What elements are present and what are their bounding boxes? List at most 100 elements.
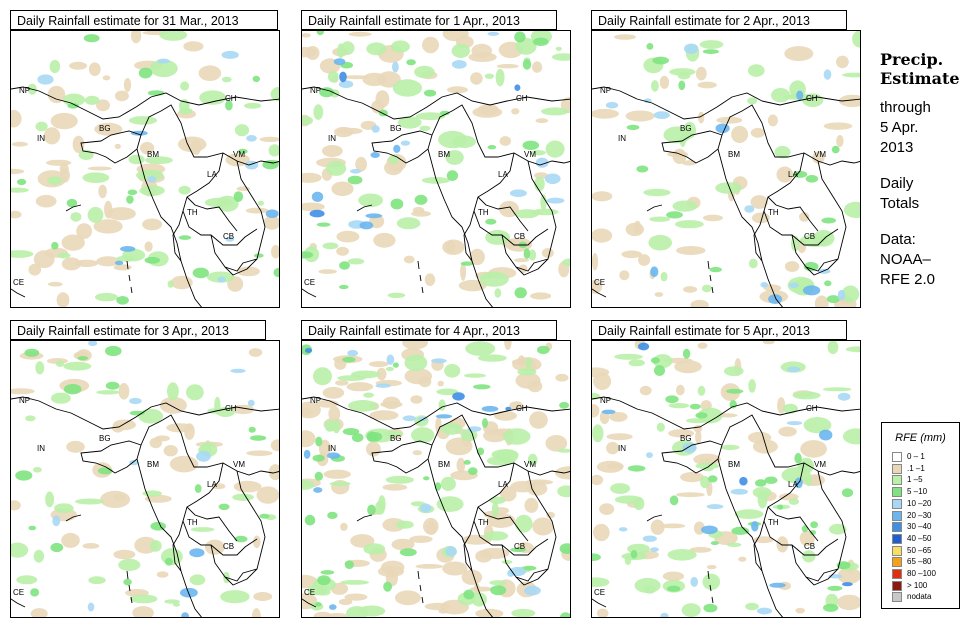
rain-patch	[338, 598, 353, 606]
rain-patch	[369, 410, 399, 421]
rain-patch	[709, 266, 722, 273]
rain-patch	[421, 177, 450, 184]
country-label: CH	[225, 94, 237, 103]
rain-patch	[698, 407, 723, 424]
rain-patch	[726, 388, 744, 394]
country-label: TH	[768, 208, 779, 217]
rain-patch	[799, 212, 810, 222]
rain-patch	[541, 107, 569, 116]
rain-patch	[322, 242, 339, 250]
rain-patch	[784, 261, 800, 272]
rain-patch	[803, 417, 832, 434]
rain-patch	[366, 42, 387, 56]
rain-patch	[660, 271, 668, 282]
legend-swatch	[892, 498, 902, 509]
country-border	[501, 544, 549, 582]
rain-patch	[367, 504, 376, 516]
rain-patch	[337, 375, 366, 381]
rain-patch	[648, 234, 672, 251]
rain-patch	[675, 492, 705, 498]
rain-patch	[557, 448, 570, 453]
rain-patch	[838, 94, 860, 108]
rain-patch	[320, 570, 335, 575]
rain-patch	[638, 342, 650, 351]
rain-patch	[514, 31, 526, 43]
rain-patch	[527, 380, 543, 393]
rain-patch	[100, 490, 131, 508]
country-label: BM	[728, 460, 740, 469]
panel-title: Daily Rainfall estimate for 1 Apr., 2013	[301, 10, 557, 30]
country-border	[11, 86, 279, 120]
rain-patch	[114, 143, 121, 149]
rain-patch	[501, 560, 513, 564]
rain-patch	[221, 50, 239, 59]
rain-patch	[697, 385, 706, 396]
rain-patch	[350, 169, 362, 174]
rain-patch	[57, 252, 71, 259]
rain-patch	[599, 503, 615, 515]
rain-patch	[792, 170, 808, 178]
rain-patch	[592, 191, 613, 202]
rain-patch	[376, 367, 387, 381]
rain-patch	[339, 71, 347, 83]
rain-patch	[225, 236, 235, 242]
rain-patch	[510, 547, 527, 553]
rain-patch	[302, 202, 325, 212]
rain-patch	[43, 127, 61, 145]
rain-patch	[627, 465, 646, 472]
rain-patch	[214, 396, 221, 415]
rain-patch	[47, 176, 63, 185]
country-border	[302, 396, 570, 430]
country-label: CH	[806, 94, 818, 103]
rain-patch	[700, 475, 710, 489]
rain-patch	[491, 449, 519, 460]
legend-item: 10 –20	[892, 498, 931, 509]
rain-patch	[841, 488, 854, 498]
rain-patch	[682, 348, 691, 359]
rain-patch	[440, 422, 463, 435]
rain-patch	[191, 140, 201, 155]
rain-patch	[204, 539, 225, 555]
rain-patch	[625, 110, 655, 122]
rain-patch	[823, 122, 853, 130]
country-border	[501, 234, 549, 272]
panel-title: Daily Rainfall estimate for 4 Apr., 2013	[301, 320, 557, 340]
country-border	[136, 458, 202, 617]
rain-patch	[33, 250, 55, 269]
legend-label: 30 –40	[907, 522, 932, 532]
rain-patch	[164, 599, 181, 604]
rain-patch	[624, 554, 632, 566]
rain-patch	[83, 34, 100, 43]
rain-patch	[61, 234, 85, 251]
rain-patch	[621, 250, 642, 259]
country-border	[431, 104, 570, 166]
panel-title: Daily Rainfall estimate for 31 Mar., 201…	[10, 10, 278, 30]
country-border	[592, 598, 607, 608]
country-border	[11, 396, 279, 430]
rain-patch	[163, 445, 178, 457]
country-label: CE	[304, 588, 315, 597]
country-border	[80, 440, 142, 474]
rain-patch	[392, 362, 399, 368]
rain-patch	[515, 514, 533, 533]
rain-patch	[271, 245, 279, 259]
legend-swatch	[892, 545, 902, 556]
rain-patch	[660, 523, 686, 529]
rain-patch	[511, 108, 520, 115]
rain-patch	[809, 530, 816, 535]
rain-patch	[659, 75, 670, 89]
rain-patch	[650, 357, 660, 364]
rain-patch	[363, 392, 374, 398]
country-label: TH	[478, 208, 489, 217]
country-border	[182, 462, 258, 556]
country-border	[763, 462, 839, 556]
rain-patch	[233, 480, 262, 493]
rain-patch	[431, 358, 447, 364]
rain-patch	[517, 368, 537, 376]
rain-patch	[731, 526, 750, 535]
country-border	[592, 86, 860, 120]
rain-patch	[348, 31, 372, 37]
country-label: IN	[37, 444, 45, 453]
rain-patch	[821, 217, 836, 224]
country-label: CE	[594, 588, 605, 597]
